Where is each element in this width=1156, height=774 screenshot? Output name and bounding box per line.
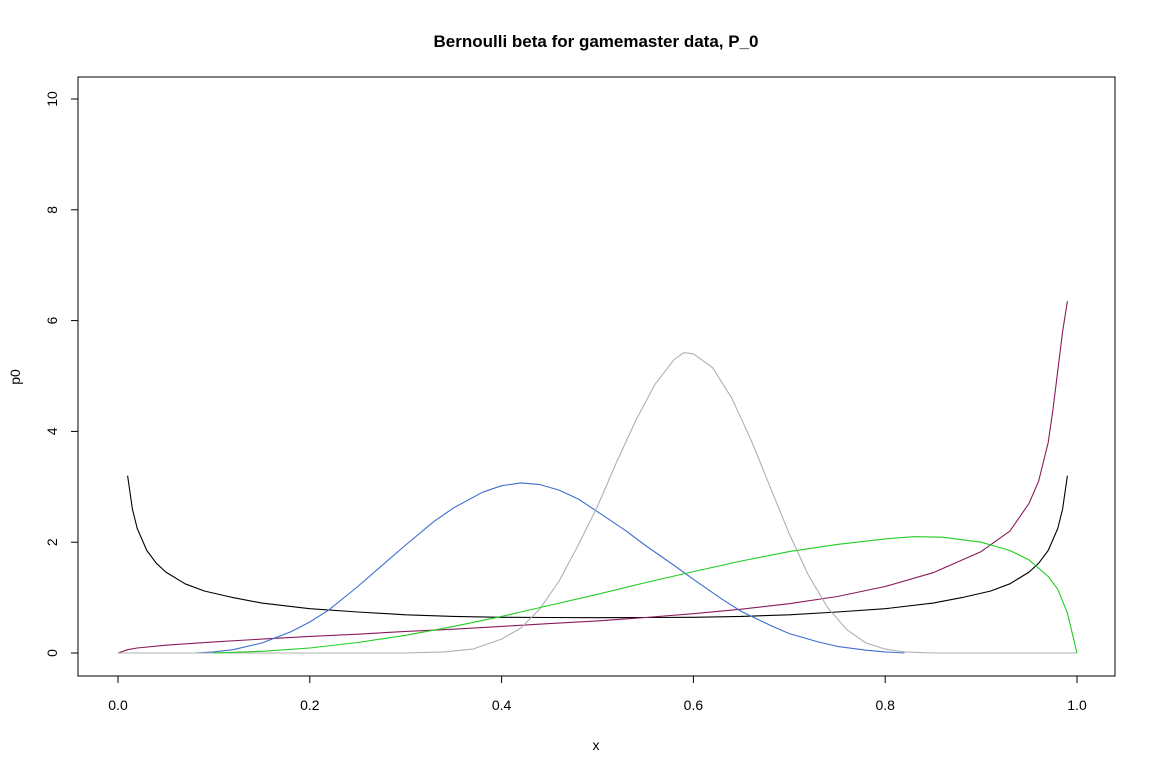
series-line-1 xyxy=(127,475,1068,619)
x-tick-label: 0.2 xyxy=(300,697,320,713)
x-tick-label: 0.0 xyxy=(108,697,128,713)
plot-area xyxy=(77,76,1116,677)
y-axis-label: p0 xyxy=(7,369,23,385)
series-line-3 xyxy=(194,482,905,654)
x-tick-label: 0.8 xyxy=(875,697,895,713)
series-line-4 xyxy=(118,352,1077,654)
y-tick-label: 6 xyxy=(44,316,60,324)
y-tick-label: 10 xyxy=(44,91,60,107)
x-tick-label: 0.4 xyxy=(492,697,512,713)
x-tick-label: 0.6 xyxy=(684,697,704,713)
y-tick-label: 0 xyxy=(44,649,60,657)
x-axis: 0.0 0.2 0.4 0.6 0.8 1.0 xyxy=(108,675,1087,713)
y-axis: 0 2 4 6 8 10 xyxy=(44,91,79,657)
chart-title: Bernoulli beta for gamemaster data, P_0 xyxy=(434,32,759,51)
y-tick-label: 2 xyxy=(44,538,60,546)
x-tick-label: 1.0 xyxy=(1067,697,1087,713)
series-layer xyxy=(117,301,1078,654)
series-line-5 xyxy=(213,536,1078,654)
series-line-2 xyxy=(117,301,1068,654)
y-tick-label: 4 xyxy=(44,427,60,435)
x-axis-label: x xyxy=(593,737,600,753)
y-tick-label: 8 xyxy=(44,206,60,214)
